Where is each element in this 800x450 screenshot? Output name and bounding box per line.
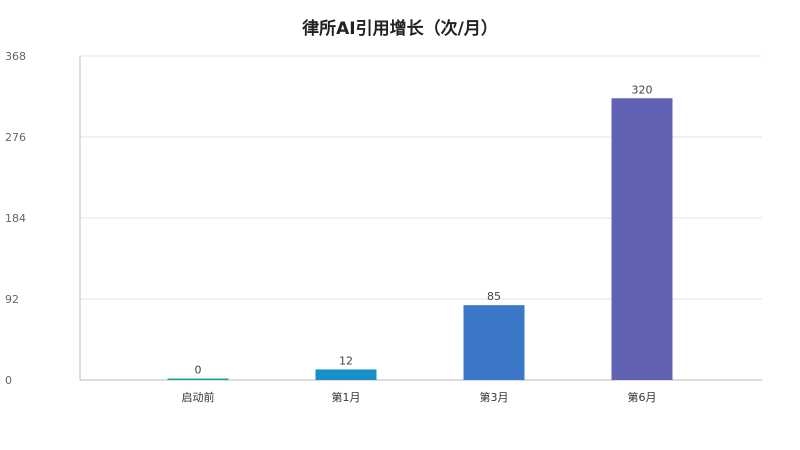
- x-tick-label: 第1月: [332, 390, 361, 404]
- bar: [315, 369, 377, 380]
- x-tick-label: 第3月: [480, 390, 509, 404]
- y-tick-label: 368: [5, 50, 26, 63]
- y-tick-label: 276: [5, 131, 26, 144]
- y-tick-label: 0: [5, 374, 12, 387]
- data-label: 0: [195, 364, 202, 377]
- bar: [463, 305, 525, 380]
- y-tick-label: 184: [5, 212, 26, 225]
- data-label: 12: [339, 354, 353, 367]
- chart-title: 律所AI引用增长（次/月）: [302, 19, 498, 39]
- data-label: 320: [632, 83, 653, 96]
- y-tick-label: 92: [5, 293, 19, 306]
- x-tick-label: 启动前: [182, 390, 215, 404]
- data-label: 85: [487, 290, 501, 303]
- x-tick-label: 第6月: [628, 390, 657, 404]
- bar: [167, 378, 229, 380]
- bar: [611, 98, 673, 381]
